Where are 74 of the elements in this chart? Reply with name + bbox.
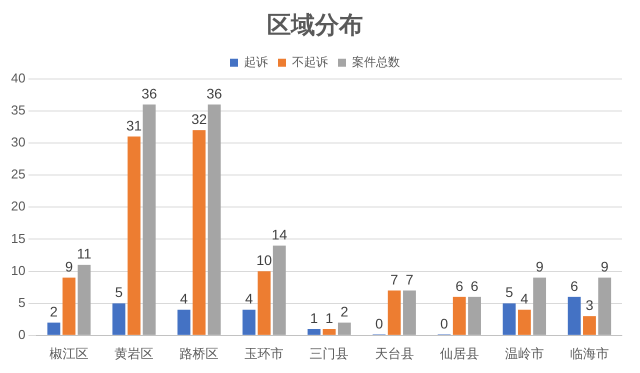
bar (568, 296, 581, 335)
bar (468, 296, 481, 335)
y-tick-label: 20 (10, 198, 26, 214)
data-label: 14 (272, 226, 288, 242)
bar (62, 278, 76, 335)
bar (192, 130, 206, 335)
y-tick-label: 30 (10, 134, 26, 150)
bar (308, 328, 320, 335)
bar (598, 278, 612, 335)
bar (128, 136, 140, 335)
bar (272, 246, 286, 335)
bar (403, 290, 416, 335)
data-label: 4 (520, 290, 529, 307)
bar (242, 310, 256, 335)
data-label: 6 (455, 278, 464, 294)
data-label: 9 (536, 258, 544, 275)
data-label: 31 (126, 117, 142, 134)
data-label: 2 (50, 303, 58, 320)
bar (208, 104, 221, 335)
data-label: 4 (245, 290, 254, 307)
y-tick-label: 40 (10, 70, 26, 86)
legend-label: 不起诉 (292, 55, 328, 70)
bar (78, 264, 91, 335)
y-tick-label: 5 (18, 294, 26, 310)
bar (338, 322, 351, 335)
y-tick-label: 0 (18, 326, 26, 342)
data-label: 4 (180, 290, 188, 307)
bar (388, 290, 401, 335)
x-tick-label: 临海市 (570, 346, 609, 361)
chart-title: 区域分布 (267, 12, 363, 40)
x-tick-label: 温岭市 (504, 346, 544, 361)
x-tick-label: 三门县 (310, 346, 349, 361)
data-label: 9 (600, 258, 609, 275)
data-label: 0 (375, 315, 384, 332)
y-tick-label: 15 (10, 230, 26, 246)
bar (583, 316, 596, 335)
x-tick-label: 椒江区 (49, 346, 88, 361)
data-label: 7 (406, 271, 414, 288)
y-tick-label: 25 (10, 166, 26, 182)
data-label: 36 (141, 85, 158, 102)
data-label: 10 (256, 252, 272, 268)
x-tick-label: 玉环市 (244, 346, 284, 361)
legend-label: 案件总数 (352, 55, 400, 70)
data-label: 1 (325, 310, 334, 326)
bar (322, 328, 336, 335)
data-label: 32 (191, 110, 208, 127)
y-tick-label: 35 (10, 102, 26, 118)
data-label: 5 (114, 284, 123, 300)
x-tick-label: 黄岩区 (114, 346, 154, 361)
bar (47, 322, 60, 335)
data-label: 36 (206, 85, 222, 102)
bar (502, 303, 516, 335)
y-tick-label: 10 (10, 262, 26, 278)
x-tick-label: 天台县 (374, 346, 414, 361)
bar (518, 310, 531, 335)
x-tick-label: 路桥区 (180, 346, 219, 361)
data-label: 6 (470, 278, 479, 294)
bar (533, 278, 546, 335)
bar (177, 310, 190, 335)
bar (142, 104, 156, 335)
data-label: 5 (505, 284, 514, 300)
bar (258, 271, 271, 335)
data-label: 9 (65, 258, 74, 275)
data-label: 7 (390, 271, 398, 288)
x-tick-label: 仙居县 (440, 346, 479, 361)
data-label: 6 (570, 278, 578, 294)
legend-label: 起诉 (244, 55, 268, 70)
bar (112, 303, 126, 335)
bar (452, 296, 466, 335)
data-label: 3 (586, 297, 594, 314)
data-label: 11 (76, 246, 92, 262)
data-label: 0 (440, 315, 448, 332)
data-label: 1 (310, 310, 318, 326)
data-label: 2 (340, 303, 349, 320)
